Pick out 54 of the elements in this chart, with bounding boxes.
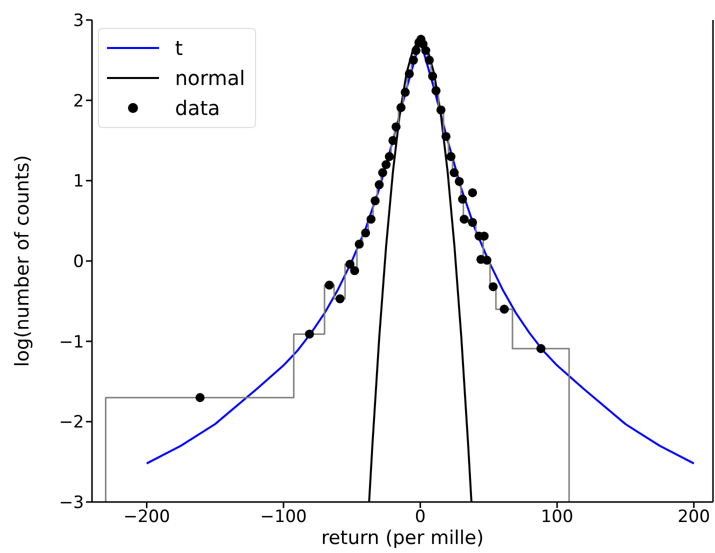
point xyxy=(374,180,384,190)
point xyxy=(382,160,391,170)
point xyxy=(404,69,414,78)
x-tick-label: −200 xyxy=(123,507,170,528)
legend-label: data xyxy=(175,96,220,120)
x-axis-title: return (per mille) xyxy=(321,527,484,549)
point xyxy=(324,280,334,290)
point xyxy=(454,176,464,186)
point xyxy=(500,304,509,314)
legend-label: t xyxy=(175,36,183,60)
point xyxy=(370,196,380,206)
y-tick-label: 2 xyxy=(73,91,84,112)
legend-label: normal xyxy=(175,66,246,90)
point xyxy=(392,122,401,132)
x-tick-label: −100 xyxy=(260,507,307,528)
point xyxy=(536,344,546,354)
point xyxy=(421,46,430,56)
point xyxy=(428,72,438,81)
point xyxy=(424,56,434,65)
point xyxy=(436,105,446,114)
point xyxy=(304,330,314,339)
point xyxy=(388,136,398,146)
point xyxy=(384,152,394,162)
y-tick-label: 0 xyxy=(73,252,84,272)
y-axis-title: log(number of counts) xyxy=(12,155,34,367)
point xyxy=(396,103,406,112)
x-tick-label: 200 xyxy=(678,507,710,528)
point xyxy=(468,218,478,227)
y-tick-label: 1 xyxy=(73,172,84,192)
point xyxy=(460,214,469,224)
y-tick-label: −2 xyxy=(58,412,84,433)
point xyxy=(441,132,451,141)
point xyxy=(450,168,459,178)
point xyxy=(468,188,478,198)
y-tick-label: 3 xyxy=(73,11,84,32)
point xyxy=(354,240,364,249)
point xyxy=(196,393,205,402)
y-tick-label: −1 xyxy=(58,332,84,352)
point xyxy=(400,88,410,97)
y-tick-label: −3 xyxy=(58,493,84,514)
point xyxy=(366,214,376,224)
point xyxy=(408,56,418,65)
point xyxy=(488,282,498,292)
point xyxy=(432,86,441,96)
point xyxy=(412,46,421,56)
x-tick-label: 0 xyxy=(414,507,426,528)
point xyxy=(335,294,345,304)
point xyxy=(361,228,370,238)
point xyxy=(446,152,456,162)
point xyxy=(345,260,354,269)
point xyxy=(378,168,388,178)
point xyxy=(458,194,468,204)
point xyxy=(350,266,360,276)
x-tick-label: 100 xyxy=(540,507,574,528)
